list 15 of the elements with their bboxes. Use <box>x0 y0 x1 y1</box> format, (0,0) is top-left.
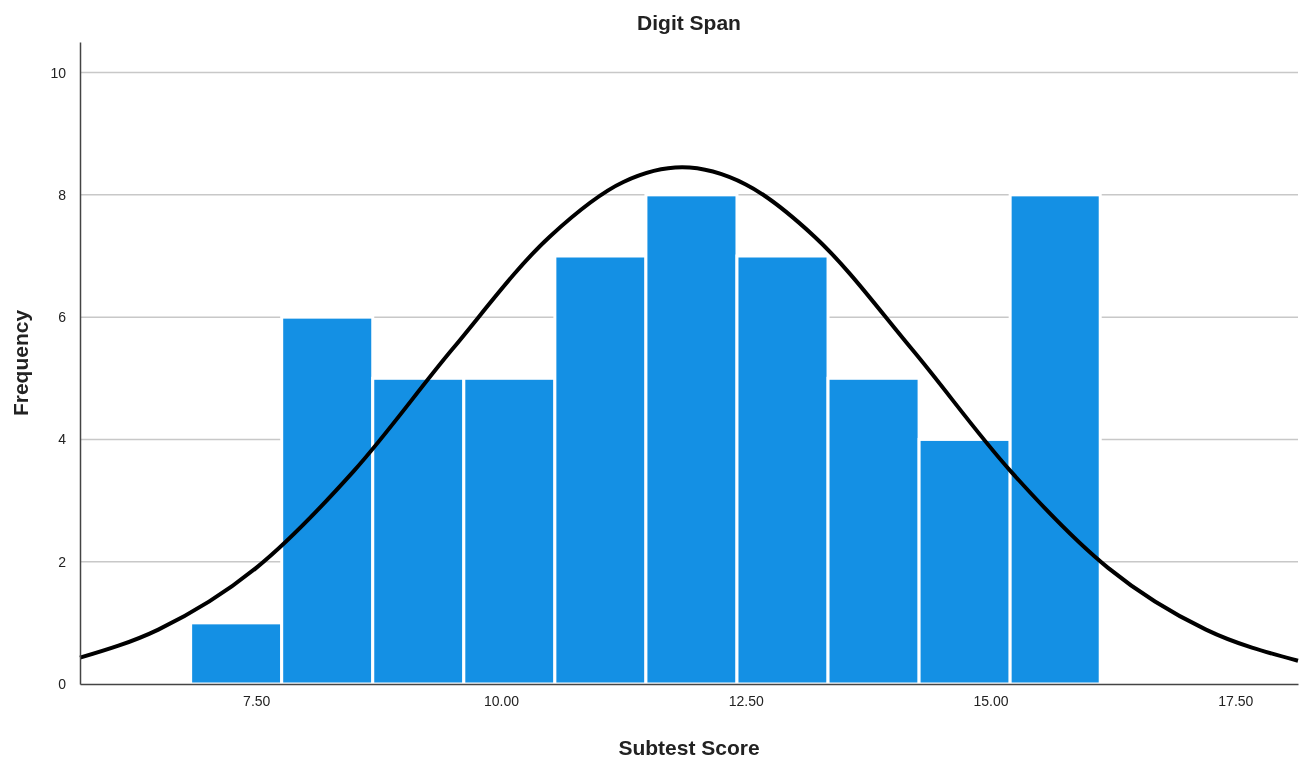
x-tick-label: 15.00 <box>973 692 1009 709</box>
y-tick-label: 6 <box>58 309 67 326</box>
y-tick-label: 10 <box>50 64 67 81</box>
x-axis-title: Subtest Score <box>618 736 760 759</box>
x-tick-label: 17.50 <box>1218 692 1254 709</box>
line-series <box>78 165 1300 663</box>
y-tick-label: 2 <box>58 553 67 570</box>
x-tick-label: 7.50 <box>243 692 271 709</box>
chart-title: Digit Span <box>637 11 741 34</box>
y-axis-title: Frequency <box>9 309 32 417</box>
x-tick-label: 10.00 <box>483 692 520 709</box>
x-tick-label: 12.50 <box>728 692 765 709</box>
y-tick-label: 4 <box>58 431 67 448</box>
y-tick-label: 0 <box>58 675 67 692</box>
y-tick-label: 8 <box>58 186 67 203</box>
